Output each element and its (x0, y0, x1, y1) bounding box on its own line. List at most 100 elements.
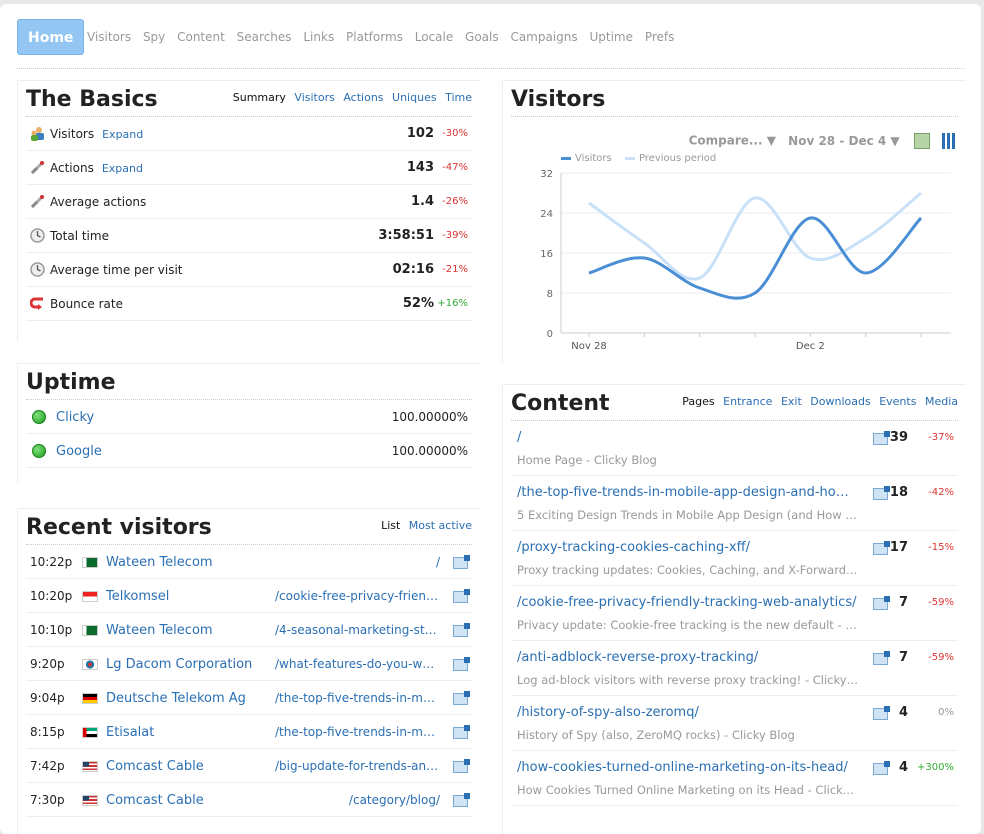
dashboard: Home Visitors Spy Content Searches Links… (0, 4, 981, 834)
tab-actions[interactable]: Actions (343, 91, 384, 104)
tab-visitors[interactable]: Visitors (294, 91, 335, 104)
visitor-page-link[interactable]: / (435, 555, 440, 569)
bar-chart-icon[interactable] (942, 133, 958, 149)
visitor-isp-link[interactable]: Wateen Telecom (106, 555, 213, 570)
visitor-isp-link[interactable]: Wateen Telecom (106, 623, 213, 638)
nav-spy[interactable]: Spy (142, 30, 166, 44)
nav-platforms[interactable]: Platforms (346, 30, 403, 44)
content-row: /anti-adblock-reverse-proxy-tracking/Log… (511, 641, 958, 696)
uptime-site-link[interactable]: Clicky (56, 410, 95, 425)
page-path-link[interactable]: /the-top-five-trends-in-mobile-app-desig… (517, 485, 859, 500)
visitor-isp-link[interactable]: Etisalat (106, 725, 155, 740)
export-icon[interactable] (913, 133, 930, 149)
main-nav: Home Visitors Spy Content Searches Links… (17, 19, 964, 69)
tab-list[interactable]: List (381, 519, 401, 532)
flag-icon (82, 625, 98, 636)
tab-exit[interactable]: Exit (780, 395, 802, 408)
open-external-icon[interactable] (873, 651, 890, 665)
page-path-link[interactable]: /cookie-free-privacy-friendly-tracking-w… (517, 595, 857, 610)
chart-header: Visitors (511, 81, 958, 117)
page-title-text: 5 Exciting Design Trends in Mobile App D… (517, 508, 859, 522)
nav-visitors[interactable]: Visitors (87, 30, 132, 44)
open-external-icon[interactable] (873, 541, 890, 555)
nav-content[interactable]: Content (177, 30, 225, 44)
visitor-isp-link[interactable]: Telkomsel (106, 589, 170, 604)
nav-goals[interactable]: Goals (465, 30, 499, 44)
compare-dropdown[interactable]: Compare... ▼ (688, 133, 776, 148)
tab-media[interactable]: Media (924, 395, 958, 408)
uptime-site-link[interactable]: Google (56, 444, 102, 459)
open-external-icon[interactable] (873, 706, 890, 720)
nav-locale[interactable]: Locale (414, 30, 454, 44)
nav-links[interactable]: Links (303, 30, 335, 44)
visitor-page-link[interactable]: /the-top-five-trends-in-mob... (275, 691, 440, 705)
status-up-icon (32, 410, 46, 424)
page-path-link[interactable]: /proxy-tracking-cookies-caching-xff/ (517, 540, 750, 555)
open-external-icon[interactable] (453, 589, 470, 603)
tab-events[interactable]: Events (879, 395, 917, 408)
uptime-title: Uptime (26, 370, 116, 395)
uptime-header: Uptime (26, 364, 472, 400)
visitor-page-link[interactable]: /category/blog/ (348, 793, 440, 807)
nav-prefs[interactable]: Prefs (644, 30, 675, 44)
page-title-text: Log ad-block visitors with reverse proxy… (517, 673, 859, 687)
open-external-icon[interactable] (873, 486, 890, 500)
basics-change: -26% (442, 196, 468, 207)
uptime-percent: 100.00000% (391, 444, 468, 458)
nav-uptime[interactable]: Uptime (589, 30, 633, 44)
page-change: -42% (928, 487, 954, 498)
flag-icon (82, 693, 98, 704)
open-external-icon[interactable] (873, 761, 890, 775)
visitor-page-link[interactable]: /cookie-free-privacy-friendl... (275, 589, 440, 603)
open-external-icon[interactable] (453, 657, 470, 671)
page-change: -37% (928, 432, 954, 443)
visitor-page-link[interactable]: /4-seasonal-marketing-stats... (275, 623, 440, 637)
expand-link[interactable]: Expand (101, 162, 143, 175)
basics-change: -47% (442, 162, 468, 173)
tab-uniques[interactable]: Uniques (392, 91, 437, 104)
open-external-icon[interactable] (453, 725, 470, 739)
visitor-page-link[interactable]: /big-update-for-trends-and-... (275, 759, 440, 773)
visit-time: 10:22p (30, 555, 73, 569)
legend-visitors: Visitors (561, 153, 612, 164)
date-range-dropdown[interactable]: Nov 28 - Dec 4 ▼ (788, 133, 900, 148)
basics-value: 3:58:51 (378, 228, 434, 243)
open-external-icon[interactable] (453, 555, 470, 569)
tab-entrance[interactable]: Entrance (723, 395, 773, 408)
tab-downloads[interactable]: Downloads (810, 395, 871, 408)
tab-time[interactable]: Time (445, 91, 472, 104)
page-path-link[interactable]: / (517, 430, 522, 445)
page-path-link[interactable]: /anti-adblock-reverse-proxy-tracking/ (517, 650, 759, 665)
nav-home[interactable]: Home (17, 19, 85, 55)
open-external-icon[interactable] (873, 596, 890, 610)
tab-most-active[interactable]: Most active (408, 519, 472, 532)
visitor-row: 9:04p Deutsche Telekom Ag/the-top-five-tr… (26, 681, 472, 715)
basics-row-total-time: Total time 3:58:51 -39% (26, 219, 472, 253)
chart-title: Visitors (511, 87, 606, 112)
open-external-icon[interactable] (873, 431, 890, 445)
visitor-page-link[interactable]: /the-top-five-trends-in-mob... (275, 725, 440, 739)
tab-pages[interactable]: Pages (682, 395, 715, 408)
open-external-icon[interactable] (453, 759, 470, 773)
nav-campaigns[interactable]: Campaigns (510, 30, 578, 44)
page-path-link[interactable]: /how-cookies-turned-online-marketing-on-… (517, 760, 848, 775)
basics-row-bounce-rate: Bounce rate 52% +16% (26, 287, 472, 321)
tab-summary[interactable]: Summary (232, 91, 286, 104)
previous-period-line (588, 191, 922, 281)
visitor-page-link[interactable]: /what-features-do-you-want/ (275, 657, 440, 671)
visitors-chart-panel: Visitors Compare... ▼ Nov 28 - Dec 4 ▼ V… (502, 80, 966, 362)
visitor-isp-link[interactable]: Comcast Cable (106, 793, 204, 808)
expand-link[interactable]: Expand (102, 128, 144, 141)
visitor-isp-link[interactable]: Deutsche Telekom Ag (106, 691, 246, 706)
visitor-isp-link[interactable]: Lg Dacom Corporation (106, 657, 253, 672)
open-external-icon[interactable] (453, 793, 470, 807)
basics-change: -39% (442, 230, 468, 241)
open-external-icon[interactable] (453, 623, 470, 637)
page-change: 0% (938, 707, 954, 718)
page-path-link[interactable]: /history-of-spy-also-zeromq/ (517, 705, 699, 720)
visitor-isp-link[interactable]: Comcast Cable (106, 759, 204, 774)
open-external-icon[interactable] (453, 691, 470, 705)
nav-searches[interactable]: Searches (236, 30, 292, 44)
basics-title: The Basics (26, 87, 158, 112)
content-row: /how-cookies-turned-online-marketing-on-… (511, 751, 958, 806)
